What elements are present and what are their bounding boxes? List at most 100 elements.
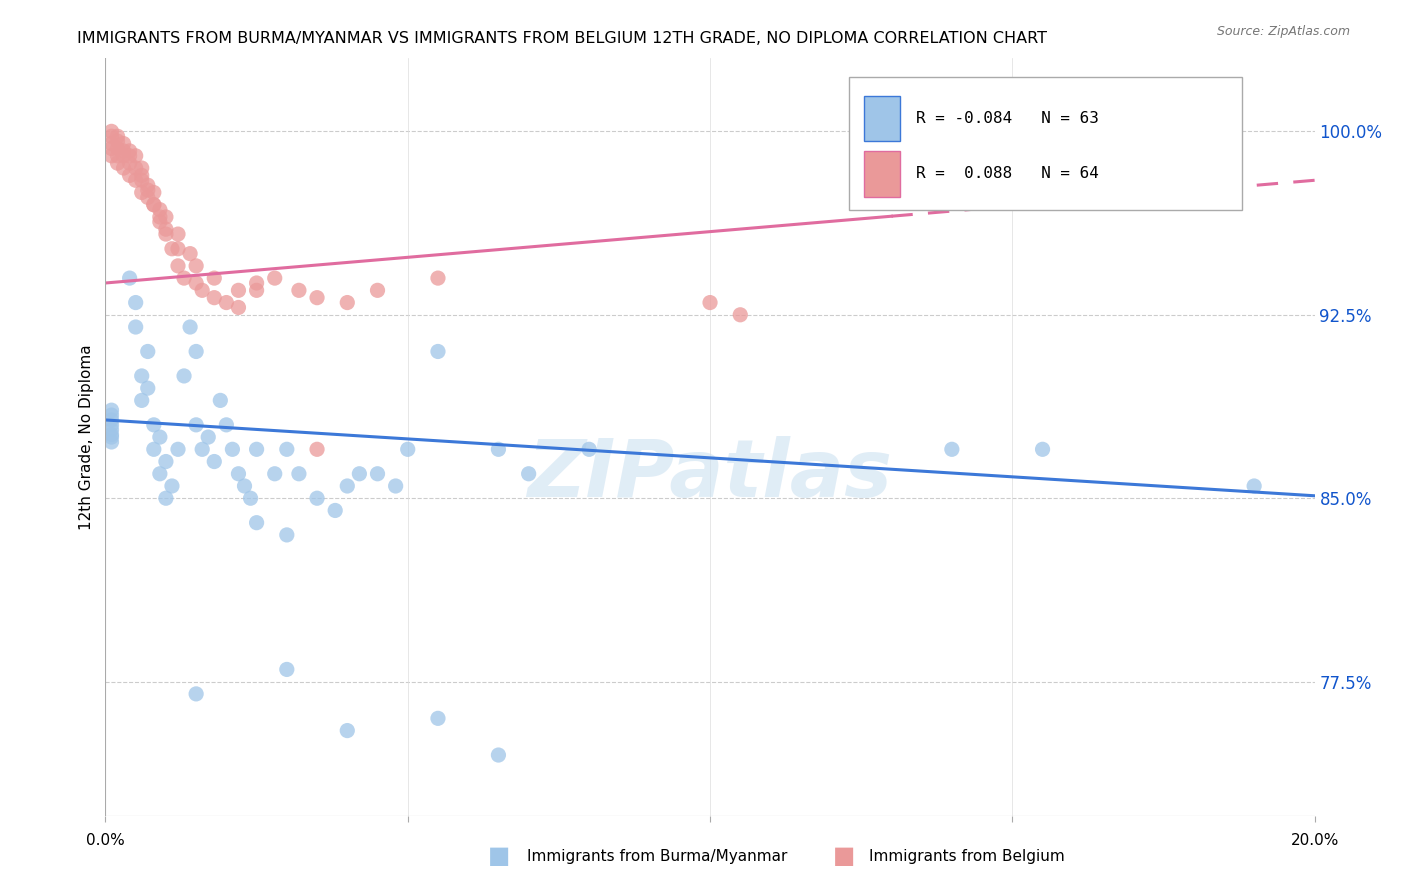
Point xyxy=(136,344,159,359)
Point xyxy=(131,368,153,383)
Point xyxy=(1243,479,1265,493)
Point xyxy=(155,210,177,224)
Point xyxy=(336,723,359,738)
Point xyxy=(323,503,346,517)
Point xyxy=(131,161,153,175)
Point xyxy=(427,711,450,725)
Text: Immigrants from Belgium: Immigrants from Belgium xyxy=(869,849,1064,863)
Point xyxy=(699,295,721,310)
Point xyxy=(276,442,298,457)
Point xyxy=(730,308,752,322)
Point xyxy=(100,417,122,432)
Point xyxy=(112,144,135,158)
Point xyxy=(100,403,122,417)
Text: ZIPatlas: ZIPatlas xyxy=(527,436,893,514)
Point xyxy=(228,301,250,315)
Point xyxy=(941,442,963,457)
Point xyxy=(246,442,269,457)
Text: ■: ■ xyxy=(832,845,855,868)
Point xyxy=(336,295,359,310)
Point xyxy=(307,491,329,506)
Point xyxy=(149,202,172,217)
Point xyxy=(100,430,122,444)
Point xyxy=(263,467,285,481)
Point xyxy=(239,491,262,506)
Point xyxy=(160,479,183,493)
Point xyxy=(155,454,177,468)
Point xyxy=(366,467,388,481)
Point xyxy=(307,442,329,457)
Point xyxy=(349,467,371,481)
Point xyxy=(107,141,129,155)
Point xyxy=(100,129,122,144)
Point xyxy=(112,149,135,163)
Point xyxy=(112,161,135,175)
Point xyxy=(167,242,190,256)
Point xyxy=(142,442,165,457)
Point xyxy=(202,271,225,285)
Point xyxy=(112,136,135,151)
Point xyxy=(246,276,269,290)
Point xyxy=(366,283,388,297)
Point xyxy=(149,210,172,224)
Point xyxy=(100,136,122,151)
Point xyxy=(288,467,311,481)
Point xyxy=(517,467,540,481)
Point xyxy=(107,134,129,148)
Point xyxy=(191,283,214,297)
Point xyxy=(167,442,190,457)
Text: Source: ZipAtlas.com: Source: ZipAtlas.com xyxy=(1216,25,1350,38)
Point xyxy=(142,198,165,212)
Point xyxy=(142,186,165,200)
Point xyxy=(136,381,159,395)
Point xyxy=(202,291,225,305)
Point xyxy=(173,368,195,383)
Point xyxy=(488,747,510,762)
Text: R = -0.084   N = 63: R = -0.084 N = 63 xyxy=(915,112,1098,126)
Bar xyxy=(863,95,900,141)
Point xyxy=(149,215,172,229)
Point xyxy=(160,242,183,256)
Point xyxy=(136,178,159,193)
Point xyxy=(215,417,238,432)
Text: ■: ■ xyxy=(488,845,510,868)
Point xyxy=(578,442,600,457)
Point xyxy=(263,271,285,285)
Point xyxy=(488,442,510,457)
Point xyxy=(384,479,406,493)
Point xyxy=(107,156,129,170)
Point xyxy=(118,144,141,158)
Bar xyxy=(863,152,900,197)
Point xyxy=(186,417,208,432)
Point xyxy=(149,430,172,444)
Point xyxy=(228,467,250,481)
Point xyxy=(149,467,172,481)
Point xyxy=(276,662,298,676)
Point xyxy=(246,283,269,297)
Text: 20.0%: 20.0% xyxy=(1291,833,1339,847)
Text: IMMIGRANTS FROM BURMA/MYANMAR VS IMMIGRANTS FROM BELGIUM 12TH GRADE, NO DIPLOMA : IMMIGRANTS FROM BURMA/MYANMAR VS IMMIGRA… xyxy=(77,31,1047,46)
Point xyxy=(396,442,419,457)
Point xyxy=(124,295,148,310)
Point xyxy=(142,417,165,432)
Point xyxy=(276,528,298,542)
Point xyxy=(124,173,148,187)
Point xyxy=(427,271,450,285)
Point xyxy=(179,246,201,260)
Text: Immigrants from Burma/Myanmar: Immigrants from Burma/Myanmar xyxy=(527,849,787,863)
Point xyxy=(246,516,269,530)
Y-axis label: 12th Grade, No Diploma: 12th Grade, No Diploma xyxy=(79,344,94,530)
Point xyxy=(191,442,214,457)
Point xyxy=(107,129,129,144)
Point xyxy=(155,227,177,241)
Point xyxy=(167,227,190,241)
Point xyxy=(288,283,311,297)
Point xyxy=(124,161,148,175)
Point xyxy=(186,687,208,701)
Point xyxy=(155,491,177,506)
Point xyxy=(100,423,122,437)
Point xyxy=(179,320,201,334)
Point xyxy=(131,169,153,183)
Point xyxy=(202,454,225,468)
Point xyxy=(100,124,122,138)
